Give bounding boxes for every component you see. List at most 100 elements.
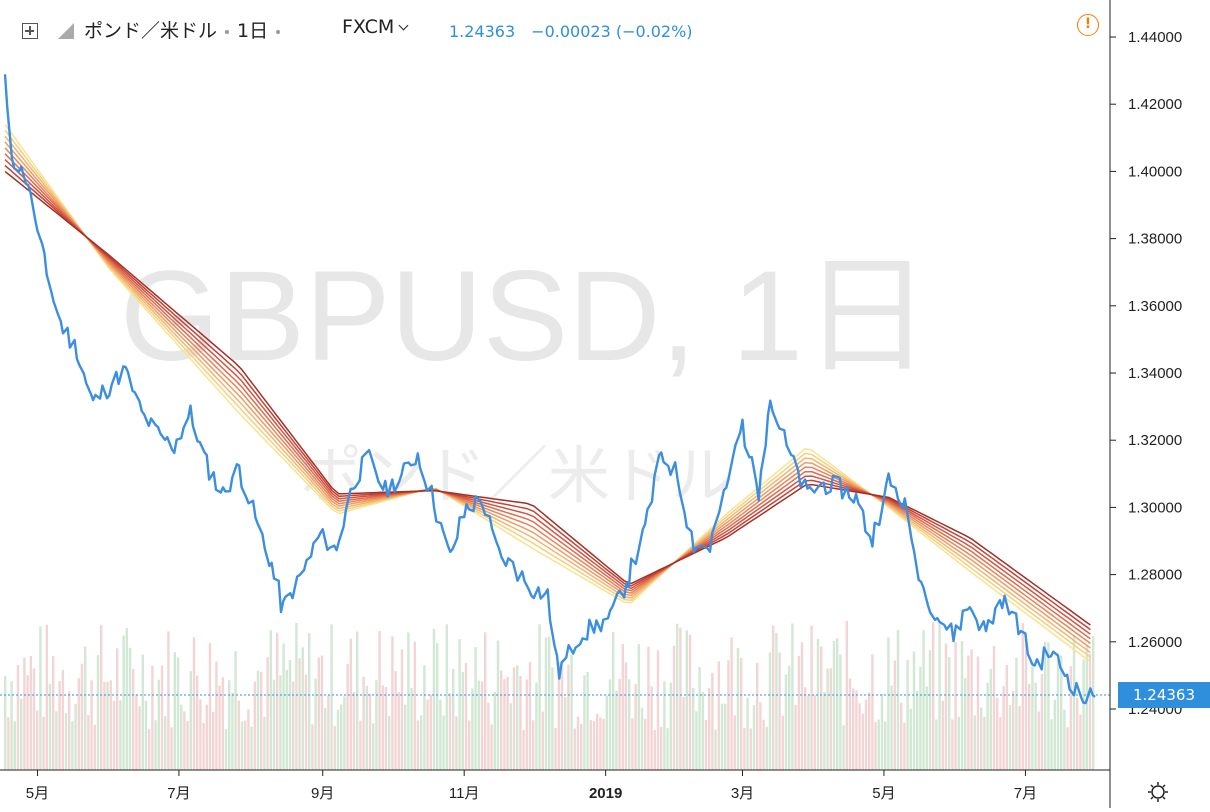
- volume-bar: [448, 693, 452, 770]
- volume-bar: [1040, 673, 1044, 770]
- volume-bar: [743, 728, 746, 770]
- volume-bar: [436, 643, 439, 770]
- volume-bar: [196, 675, 199, 770]
- volume-bar: [375, 679, 378, 770]
- volume-bar: [807, 695, 810, 770]
- volume-bar: [1044, 641, 1047, 770]
- volume-bar: [941, 700, 944, 770]
- volume-bar: [64, 713, 68, 770]
- volume-bar: [7, 717, 10, 770]
- volume-bar: [1063, 709, 1066, 770]
- volume-bar: [640, 707, 644, 770]
- volume-bar: [458, 639, 461, 770]
- volume-bar: [621, 644, 624, 770]
- volume-bar: [794, 704, 797, 770]
- volume-bar: [87, 715, 90, 770]
- volume-bar: [148, 729, 151, 770]
- volume-bar: [356, 631, 359, 770]
- volume-bar: [221, 677, 224, 770]
- volume-bar: [583, 675, 586, 770]
- settings-gear-icon[interactable]: [1147, 780, 1169, 802]
- volume-bar: [442, 715, 445, 770]
- ema-line-5: [4, 147, 1091, 645]
- volume-bar: [349, 638, 352, 770]
- volume-bar: [944, 643, 948, 770]
- collapse-icon[interactable]: [58, 23, 74, 39]
- volume-bar: [858, 703, 861, 770]
- volume-bar: [788, 665, 791, 770]
- volume-bar: [852, 688, 855, 770]
- volume-bar: [752, 705, 756, 770]
- volume-bar: [967, 655, 970, 770]
- volume-bar: [826, 668, 829, 770]
- volume-bar: [42, 716, 45, 770]
- y-tick-label: 1.42000: [1128, 96, 1182, 113]
- volume-bar: [548, 636, 551, 770]
- dot-separator-icon: [276, 29, 281, 34]
- time-axis[interactable]: 5月 7月 9月 11月 2019 3月 5月 7月: [26, 770, 1037, 802]
- x-tick-label: 11月: [449, 785, 480, 802]
- volume-bar: [781, 715, 784, 770]
- volume-bar: [919, 666, 922, 770]
- volume-bar: [685, 630, 688, 770]
- volume-bar: [199, 699, 202, 770]
- volume-bar: [912, 651, 916, 770]
- volume-bar: [237, 700, 240, 770]
- volume-bar: [301, 647, 304, 770]
- volume-bar: [871, 654, 874, 770]
- volume-bar: [304, 674, 308, 770]
- ema-line-3: [4, 135, 1091, 654]
- watermark: GBPUSD, 1日 ポンド／米ドル: [120, 245, 931, 512]
- volume-bar: [164, 716, 167, 770]
- volume-bar: [935, 719, 938, 770]
- symbol-title[interactable]: ポンド／米ドル 1日: [84, 16, 288, 43]
- volume-bar: [1092, 635, 1095, 770]
- x-tick-label: 2019: [589, 785, 622, 802]
- volume-bar: [394, 670, 397, 770]
- volume-bar: [192, 637, 196, 770]
- volume-bar: [93, 724, 96, 770]
- exchange-selector[interactable]: FXCM: [342, 16, 409, 38]
- volume-bar: [420, 715, 423, 770]
- x-tick-label: 7月: [1014, 785, 1037, 802]
- volume-bar: [1056, 659, 1060, 770]
- last-price: 1.24363: [449, 22, 516, 41]
- alert-icon[interactable]: !: [1077, 14, 1099, 36]
- volume-bar: [48, 683, 52, 770]
- volume-bar: [74, 703, 77, 770]
- ema-line-2: [4, 129, 1091, 658]
- volume-bar: [378, 630, 381, 770]
- volume-bar: [717, 661, 720, 770]
- price-axis[interactable]: 1.44000 1.42000 1.40000 1.38000 1.36000 1.340…: [1110, 29, 1182, 718]
- volume-bar: [173, 652, 176, 770]
- volume-bar: [880, 693, 884, 770]
- volume-bar: [202, 722, 205, 770]
- volume-bar: [535, 682, 538, 770]
- y-tick-label: 1.26000: [1128, 634, 1182, 651]
- volume-bar: [336, 709, 340, 770]
- volume-bar: [186, 721, 189, 770]
- volume-bar: [957, 716, 960, 770]
- volume-bar: [314, 678, 317, 770]
- add-symbol-icon[interactable]: [22, 23, 38, 39]
- volume-bar: [244, 720, 247, 770]
- volume-bar: [695, 711, 698, 770]
- volume-bar: [263, 716, 266, 770]
- volume-bar: [61, 669, 64, 770]
- volume-bar: [423, 665, 426, 770]
- volume-bar: [455, 716, 458, 770]
- volume-bar: [496, 640, 500, 770]
- volume-bar: [615, 690, 618, 770]
- volume-bar: [672, 645, 676, 770]
- volume-bar: [1069, 666, 1072, 770]
- ema-line-1: [4, 123, 1091, 663]
- volume-bar: [295, 622, 298, 770]
- volume-bar: [205, 704, 208, 770]
- volume-bar: [180, 704, 183, 770]
- ema-line-9: [4, 170, 1091, 626]
- volume-bar: [804, 687, 807, 770]
- volume-bar: [704, 719, 708, 770]
- volume-bar: [829, 668, 832, 770]
